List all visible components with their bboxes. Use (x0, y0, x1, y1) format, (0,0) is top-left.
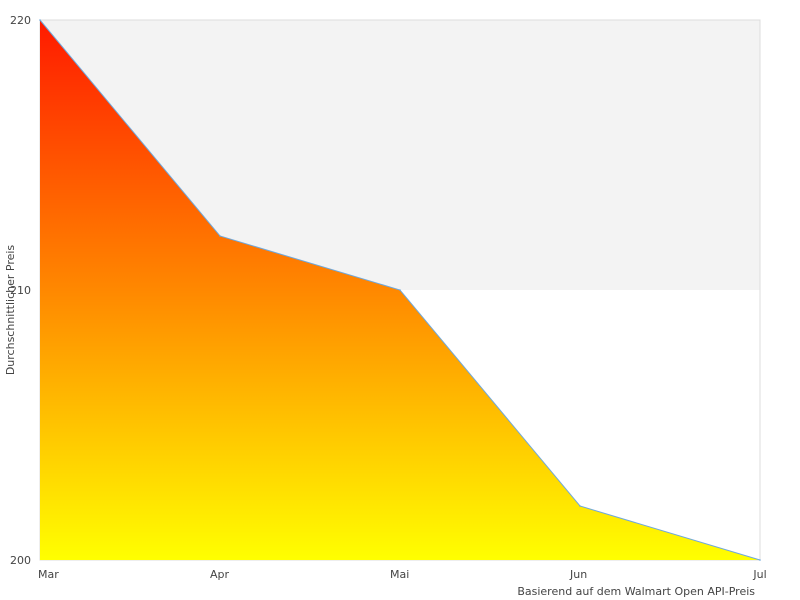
y-tick-label-200: 200 (10, 554, 31, 567)
data-point-jul (759, 559, 761, 561)
x-axis-ticks: Mar Apr Mai Jun Jul (38, 568, 767, 581)
y-axis-title: Durchschnittlicher Preis (4, 245, 17, 376)
x-tick-label-mar: Mar (38, 568, 59, 581)
x-tick-label-mai: Mai (390, 568, 409, 581)
y-tick-label-210: 210 (10, 284, 31, 297)
series-layer (39, 19, 761, 561)
x-tick-label-apr: Apr (210, 568, 230, 581)
y-tick-label-220: 220 (10, 14, 31, 27)
data-point-mai (399, 289, 401, 291)
data-point-jun (579, 505, 581, 507)
y-axis-ticks: 200 210 220 (10, 14, 31, 567)
data-point-apr (219, 235, 221, 237)
x-axis-title: Basierend auf dem Walmart Open API-Preis (517, 585, 755, 598)
x-tick-label-jun: Jun (569, 568, 587, 581)
data-point-mar (39, 19, 41, 21)
x-tick-label-jul: Jul (752, 568, 766, 581)
